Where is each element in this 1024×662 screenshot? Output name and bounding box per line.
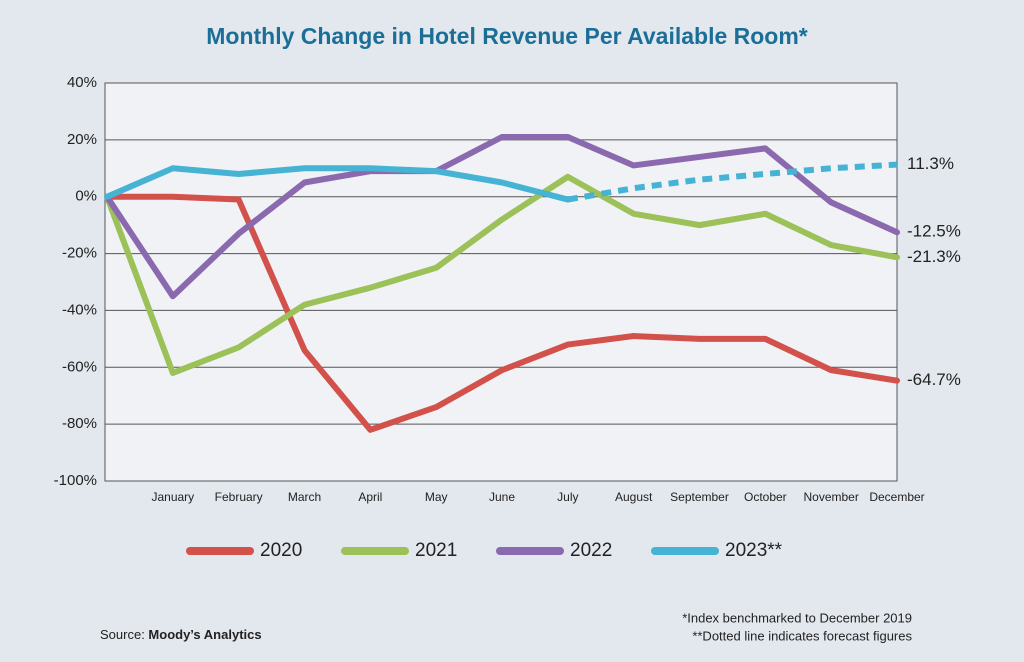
source: Source: Moody’s Analytics: [100, 627, 262, 642]
end-label: -64.7%: [907, 370, 961, 389]
legend-label: 2020: [260, 540, 302, 561]
legend-label: 2021: [415, 540, 457, 561]
x-tick-label: February: [215, 490, 263, 504]
series-line: [104, 173, 900, 376]
x-tick-label: October: [744, 490, 787, 504]
x-tick-label: May: [425, 490, 448, 504]
source-name: Moody’s Analytics: [148, 627, 261, 642]
source-label: Source:: [100, 627, 148, 642]
x-tick-label: March: [288, 490, 321, 504]
end-label: 11.3%: [907, 154, 954, 173]
x-tick-label: November: [803, 490, 858, 504]
series-line: [104, 134, 900, 300]
legend-label: 2023**: [725, 540, 783, 561]
note: **Dotted line indicates forecast figures: [692, 628, 912, 643]
y-tick-label: -40%: [62, 301, 97, 318]
y-tick-label: 40%: [67, 74, 97, 91]
x-tick-label: December: [869, 490, 924, 504]
y-tick-label: -60%: [62, 358, 97, 375]
series-line: [104, 193, 900, 433]
note: *Index benchmarked to December 2019: [682, 610, 912, 625]
series-line: [104, 165, 571, 203]
x-tick-label: April: [358, 490, 382, 504]
series-line: [567, 161, 898, 203]
x-tick-label: August: [615, 490, 653, 504]
x-tick-label: September: [670, 490, 729, 504]
y-tick-label: 0%: [75, 188, 97, 205]
x-tick-label: July: [557, 490, 578, 504]
y-tick-label: -100%: [54, 472, 97, 489]
end-label: -12.5%: [907, 222, 961, 241]
plot-area: [104, 82, 898, 482]
x-tick-label: January: [151, 490, 194, 504]
y-tick-label: -20%: [62, 245, 97, 262]
legend-label: 2022: [570, 540, 612, 561]
x-tick-label: June: [489, 490, 515, 504]
y-tick-label: 20%: [67, 131, 97, 148]
y-tick-label: -80%: [62, 415, 97, 432]
chart-title: Monthly Change in Hotel Revenue Per Avai…: [206, 23, 808, 49]
end-label: -21.3%: [907, 247, 961, 266]
